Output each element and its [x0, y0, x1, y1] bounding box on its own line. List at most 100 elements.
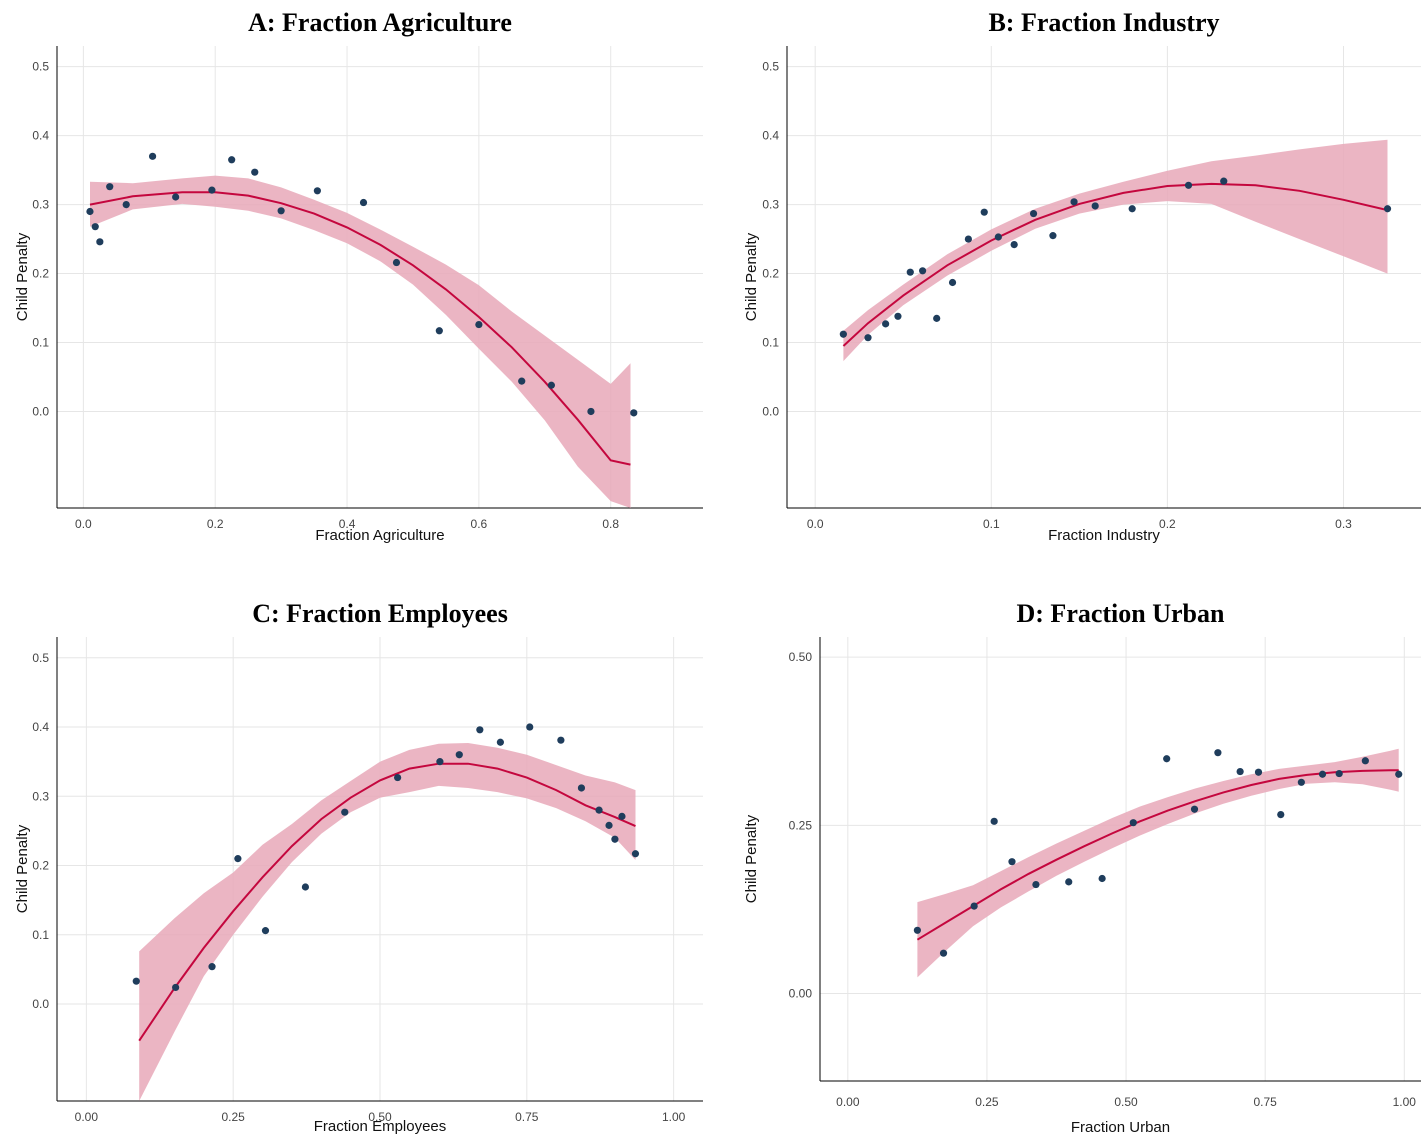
y-tick-label: 0.2: [32, 859, 49, 873]
y-axis-label: Child Penalty: [14, 232, 31, 321]
data-point: [1163, 755, 1171, 763]
data-point: [913, 926, 921, 934]
data-point: [547, 381, 555, 389]
data-point: [122, 200, 130, 209]
data-point: [313, 187, 321, 195]
y-tick-label: 0.4: [32, 720, 49, 734]
x-tick-label: 0.8: [602, 517, 619, 531]
data-point: [1128, 205, 1136, 213]
data-point: [1032, 880, 1040, 889]
data-point: [86, 207, 94, 216]
x-axis-label: Fraction Agriculture: [315, 527, 444, 544]
data-point: [618, 812, 626, 820]
data-point: [631, 850, 640, 858]
data-point: [1184, 181, 1193, 189]
data-point: [251, 168, 259, 176]
y-tick-label: 0.00: [789, 987, 813, 1001]
panel-title: D: Fraction Urban: [1017, 599, 1226, 628]
data-point: [436, 758, 444, 766]
data-point: [906, 268, 914, 276]
data-point: [557, 736, 565, 744]
data-point: [208, 186, 216, 194]
fit-line: [916, 769, 1399, 941]
y-tick-label: 0.3: [762, 198, 779, 212]
data-point: [277, 207, 285, 215]
data-point: [228, 156, 236, 164]
data-point: [970, 902, 978, 910]
x-tick-label: 0.25: [975, 1095, 999, 1109]
fit-line: [138, 762, 636, 1042]
x-tick-label: 1.00: [662, 1110, 686, 1124]
data-point: [980, 208, 988, 216]
confidence-band: [843, 139, 1388, 362]
x-tick-label: 0.50: [1114, 1095, 1138, 1109]
panel-d: 0.00 0.25 0.50 0.75 1.00 0.00 0.25 0.50 D: Fract…: [743, 599, 1421, 1136]
y-tick-label: 0.2: [32, 267, 49, 281]
data-point: [939, 949, 948, 957]
y-tick-label: 0.5: [32, 60, 49, 74]
data-point: [1010, 240, 1018, 249]
data-point: [630, 409, 638, 417]
data-point: [261, 927, 270, 935]
x-tick-label: 0.0: [807, 517, 824, 531]
x-tick-label: 0.50: [368, 1110, 392, 1124]
data-point: [1008, 858, 1016, 866]
data-point: [96, 238, 104, 246]
data-point: [208, 963, 216, 971]
data-point: [1129, 819, 1137, 827]
data-point: [1277, 811, 1285, 819]
y-tick-label: 0.0: [32, 404, 49, 418]
x-axis-label: Fraction Employees: [314, 1118, 447, 1135]
data-point: [394, 773, 402, 782]
y-tick-label: 0.1: [32, 336, 49, 350]
data-point: [1070, 198, 1078, 206]
data-point: [476, 726, 484, 734]
x-tick-label: 1.00: [1393, 1095, 1417, 1109]
y-tick-label: 0.2: [762, 267, 779, 281]
panel-a: 0.0 0.2 0.4 0.6 0.8 0.0 0.1 0.2 0.3 0.4 0.5 A: Frac…: [14, 8, 703, 544]
data-point: [132, 977, 140, 985]
data-point: [1214, 749, 1222, 757]
x-axis-label: Fraction Industry: [1048, 527, 1160, 544]
data-point: [301, 883, 310, 891]
data-point: [882, 320, 890, 328]
x-tick-label: 0.25: [222, 1110, 246, 1124]
x-tick-label: 0.4: [339, 517, 356, 531]
data-point: [1029, 209, 1038, 218]
data-point: [1395, 770, 1403, 778]
x-tick-label: 0.3: [1335, 517, 1352, 531]
data-point: [455, 751, 463, 759]
data-point: [435, 327, 443, 335]
data-point: [611, 835, 619, 843]
x-tick-label: 0.75: [1254, 1095, 1278, 1109]
y-tick-label: 0.3: [32, 198, 49, 212]
x-tick-label: 0.0: [75, 517, 92, 531]
data-point: [577, 784, 586, 792]
data-point: [948, 278, 957, 287]
data-point: [605, 821, 613, 829]
data-point: [1335, 769, 1343, 778]
x-tick-label: 0.75: [515, 1110, 539, 1124]
panel-c: 0.00 0.25 0.50 0.75 1.00 0.0 0.1 0.2 0.3 0.4 0.5 C:…: [14, 599, 703, 1135]
data-point: [392, 258, 401, 267]
confidence-band: [90, 175, 631, 508]
data-point: [595, 806, 603, 814]
y-tick-label: 0.1: [762, 336, 779, 350]
y-tick-label: 0.0: [762, 404, 779, 418]
y-tick-label: 0.4: [762, 129, 779, 143]
data-point: [864, 334, 872, 342]
y-tick-label: 0.3: [32, 789, 49, 803]
confidence-band: [917, 748, 1399, 978]
x-tick-label: 0.6: [471, 517, 488, 531]
data-point: [1318, 770, 1327, 778]
panel-title: C: Fraction Employees: [252, 599, 508, 628]
y-tick-label: 0.5: [32, 651, 49, 665]
data-point: [148, 152, 157, 160]
data-point: [933, 314, 941, 322]
y-axis-label: Child Penalty: [14, 824, 31, 913]
data-point: [964, 235, 972, 243]
data-point: [475, 320, 483, 329]
x-tick-label: 0.2: [207, 517, 224, 531]
y-tick-label: 0.50: [789, 650, 813, 664]
data-point: [839, 330, 847, 338]
